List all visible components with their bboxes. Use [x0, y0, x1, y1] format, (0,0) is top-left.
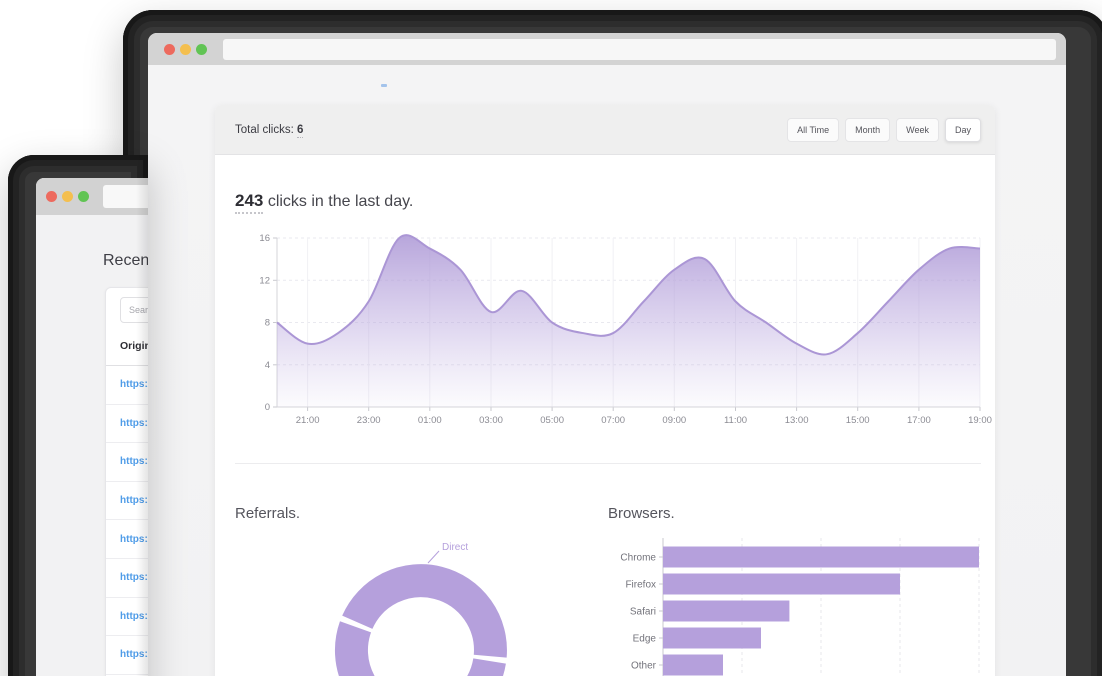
- table-row: https://: [106, 636, 148, 675]
- table-row: https://: [106, 520, 148, 559]
- links-table-body: https:// https:// https:// https:// https://…: [106, 366, 148, 675]
- svg-text:05:00: 05:00: [540, 415, 564, 426]
- table-row: https://: [106, 482, 148, 521]
- front-page-content: Total clicks: 6 All Time Month Week Day 243…: [148, 65, 1066, 676]
- back-browser-window: Recent Original https://https://https://…: [8, 155, 148, 676]
- table-row: https://: [106, 598, 148, 637]
- table-header-border: [106, 365, 148, 366]
- svg-text:Other: Other: [631, 661, 657, 672]
- svg-text:09:00: 09:00: [662, 415, 686, 426]
- zoom-button[interactable]: [78, 191, 89, 202]
- filter-button-week[interactable]: Week: [896, 117, 939, 142]
- back-browser-frame: Recent Original https://https://https://…: [36, 178, 148, 676]
- referrals-title: Referrals.: [235, 505, 301, 522]
- svg-text:8: 8: [265, 318, 270, 329]
- back-page-content: Recent Original https://https://https://…: [36, 215, 148, 676]
- front-browser-window: Total clicks: 6 All Time Month Week Day 243…: [123, 10, 1102, 676]
- table-header-original: Original: [120, 340, 148, 352]
- clicks-headline-text: clicks in the last day.: [263, 193, 414, 210]
- svg-text:Direct: Direct: [442, 542, 468, 553]
- close-button[interactable]: [46, 191, 57, 202]
- svg-text:03:00: 03:00: [479, 415, 503, 426]
- browsers-title: Browsers.: [608, 505, 675, 522]
- front-titlebar: [148, 33, 1066, 65]
- short-link[interactable]: https://: [120, 533, 148, 545]
- total-clicks-label: Total clicks:: [235, 123, 294, 136]
- close-button[interactable]: [164, 43, 175, 55]
- section-divider: [235, 463, 981, 464]
- svg-text:17:00: 17:00: [907, 415, 931, 426]
- svg-text:0: 0: [265, 402, 270, 413]
- short-link[interactable]: https://: [120, 610, 148, 622]
- total-clicks: Total clicks: 6: [235, 123, 304, 138]
- svg-text:21:00: 21:00: [296, 415, 320, 426]
- svg-text:19:00: 19:00: [968, 415, 992, 426]
- recent-heading: Recent: [103, 252, 148, 269]
- svg-text:Safari: Safari: [630, 607, 656, 618]
- minimize-button[interactable]: [62, 191, 73, 202]
- svg-text:11:00: 11:00: [724, 415, 747, 426]
- back-titlebar: [36, 178, 148, 215]
- referrals-donut-chart: Direct: [335, 542, 507, 676]
- table-row: https://: [106, 559, 148, 598]
- analytics-card-header: Total clicks: 6 All Time Month Week Day: [215, 105, 995, 155]
- filter-button-month[interactable]: Month: [845, 117, 891, 142]
- short-link[interactable]: https://: [120, 649, 148, 661]
- table-row: https://: [106, 405, 148, 444]
- zoom-button[interactable]: [196, 43, 207, 55]
- recent-links-card: Original https://https://https://https:/…: [105, 287, 148, 676]
- short-link[interactable]: https://: [120, 572, 148, 584]
- filter-button-all-time[interactable]: All Time: [787, 117, 840, 142]
- svg-text:12: 12: [259, 275, 270, 286]
- table-row: https://: [106, 366, 148, 405]
- address-bar[interactable]: [223, 38, 1056, 60]
- short-link[interactable]: https://: [120, 379, 148, 391]
- svg-text:15:00: 15:00: [846, 415, 870, 426]
- svg-text:13:00: 13:00: [785, 415, 809, 426]
- filter-button-day[interactable]: Day: [944, 117, 981, 142]
- short-link[interactable]: https://: [120, 456, 148, 468]
- svg-text:Firefox: Firefox: [625, 580, 656, 591]
- clicks-count: 243: [235, 191, 264, 214]
- window-controls: [164, 43, 207, 55]
- short-link[interactable]: https://: [120, 495, 148, 507]
- analytics-card: Total clicks: 6 All Time Month Week Day 243…: [215, 105, 995, 676]
- clicks-area-chart: 0 4 8 12 16 21:00 23:00 01:00 03:00 05:00 07:00 09:…: [259, 233, 992, 426]
- window-controls: [46, 191, 89, 202]
- address-bar[interactable]: [103, 185, 148, 208]
- search-input[interactable]: [120, 297, 148, 323]
- logo-mark: [381, 84, 387, 87]
- svg-text:16: 16: [259, 233, 270, 244]
- svg-text:23:00: 23:00: [357, 415, 381, 426]
- svg-text:07:00: 07:00: [601, 415, 625, 426]
- table-row: https://: [106, 443, 148, 482]
- svg-text:Edge: Edge: [633, 634, 657, 645]
- browsers-bar-chart: Chrome Firefox Safari Edge Other: [620, 538, 980, 676]
- time-range-filters: All Time Month Week Day: [787, 117, 981, 142]
- short-link[interactable]: https://: [120, 417, 148, 429]
- front-browser-frame: Total clicks: 6 All Time Month Week Day 243…: [148, 33, 1066, 676]
- minimize-button[interactable]: [180, 43, 191, 55]
- clicks-headline: 243 clicks in the last day.: [235, 191, 414, 214]
- total-clicks-value: 6: [297, 123, 304, 138]
- svg-text:4: 4: [265, 360, 270, 371]
- svg-text:01:00: 01:00: [418, 415, 442, 426]
- svg-text:Chrome: Chrome: [620, 553, 656, 564]
